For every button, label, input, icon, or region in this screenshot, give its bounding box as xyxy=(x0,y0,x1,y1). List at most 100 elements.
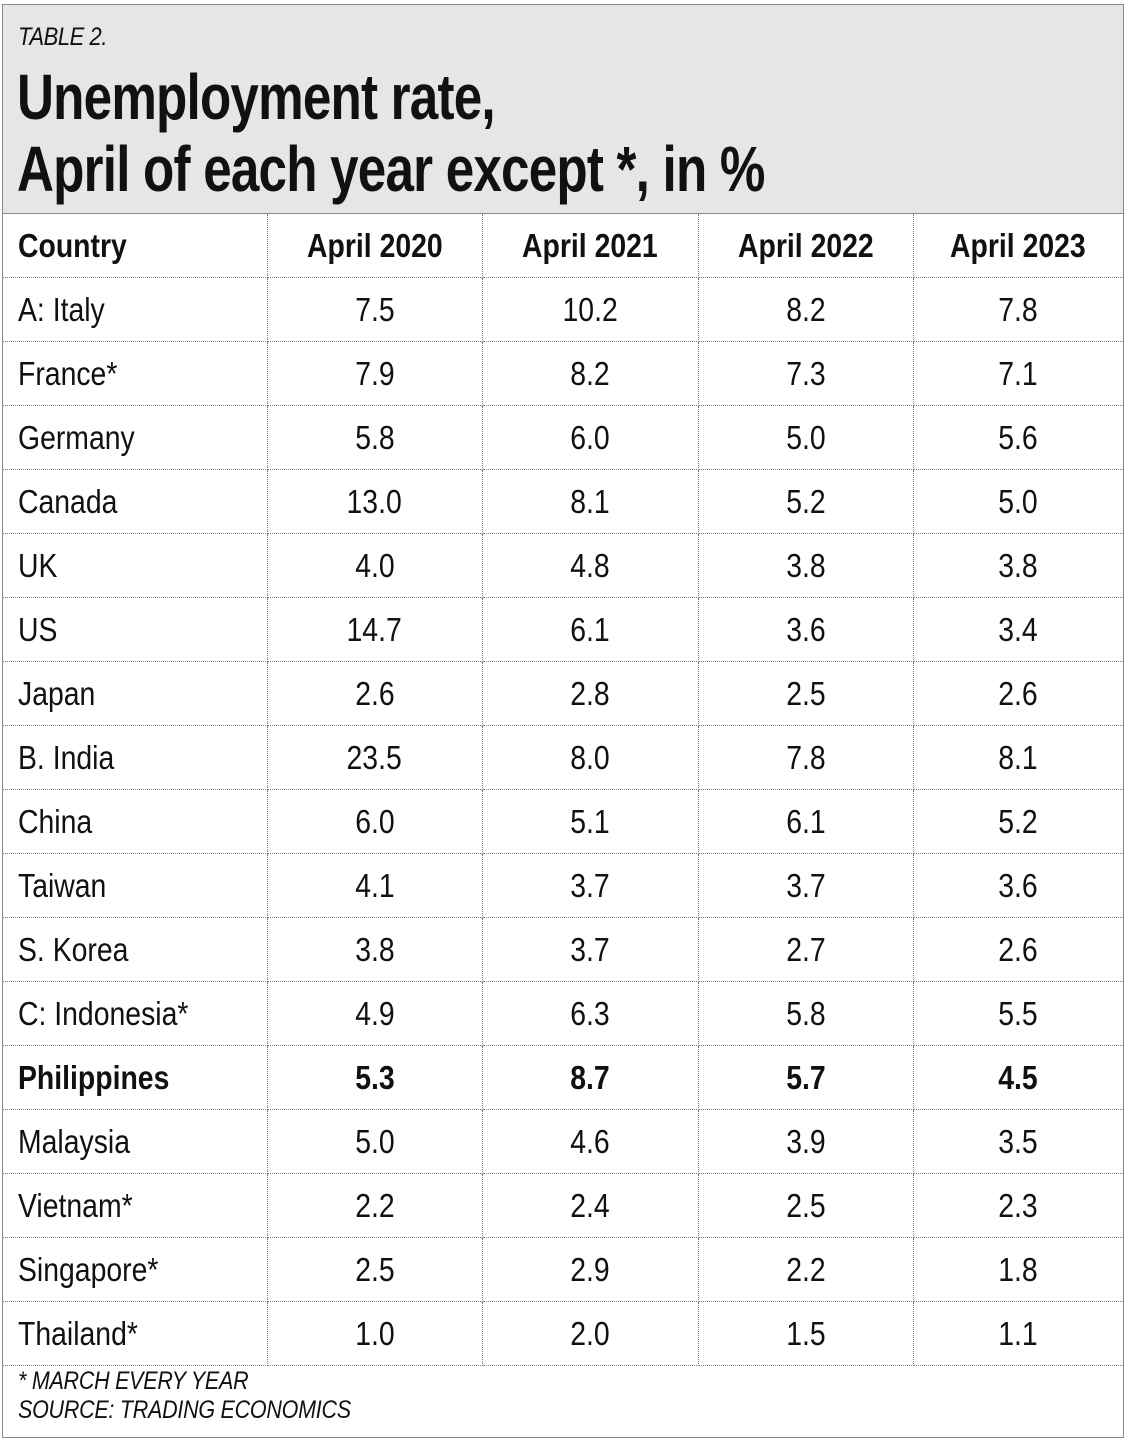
table-row: China 6.0 5.1 6.1 5.2 xyxy=(3,789,1123,854)
table-header: TABLE 2. Unemployment rate, April of eac… xyxy=(3,5,1123,213)
april-2021-cell: 5.1 xyxy=(481,789,699,854)
country-cell: Taiwan xyxy=(3,853,268,918)
column-header-country: Country xyxy=(3,213,268,278)
april-2020-cell: 7.9 xyxy=(266,341,483,406)
april-2022-cell: 2.2 xyxy=(697,1237,914,1302)
april-2023-cell: 8.1 xyxy=(912,725,1123,790)
april-2020-cell: 2.2 xyxy=(266,1173,483,1238)
country-cell: Vietnam* xyxy=(3,1173,268,1238)
country-cell: A: Italy xyxy=(3,277,268,342)
april-2020-cell: 2.6 xyxy=(266,661,483,726)
april-2023-cell: 7.8 xyxy=(912,277,1123,342)
country-cell: Canada xyxy=(3,469,268,534)
april-2021-cell: 2.4 xyxy=(481,1173,699,1238)
column-header-april-2021: April 2021 xyxy=(481,213,699,278)
april-2023-cell: 2.6 xyxy=(912,917,1123,982)
april-2022-cell: 2.7 xyxy=(697,917,914,982)
column-header-april-2020: April 2020 xyxy=(266,213,483,278)
country-cell: US xyxy=(3,597,268,662)
april-2023-cell: 3.5 xyxy=(912,1109,1123,1174)
april-2022-cell: 1.5 xyxy=(697,1301,914,1366)
april-2020-cell: 5.8 xyxy=(266,405,483,470)
april-2021-cell: 4.8 xyxy=(481,533,699,598)
country-cell: B. India xyxy=(3,725,268,790)
april-2023-cell: 5.0 xyxy=(912,469,1123,534)
table-row: Germany 5.8 6.0 5.0 5.6 xyxy=(3,405,1123,470)
country-cell: China xyxy=(3,789,268,854)
country-cell: Philippines xyxy=(3,1045,268,1110)
april-2022-cell: 5.7 xyxy=(697,1045,914,1110)
april-2020-cell: 14.7 xyxy=(266,597,483,662)
country-cell: Thailand* xyxy=(3,1301,268,1366)
table-row: Vietnam* 2.2 2.4 2.5 2.3 xyxy=(3,1173,1123,1238)
column-header-april-2023: April 2023 xyxy=(912,213,1123,278)
table-notes: * MARCH EVERY YEAR SOURCE: TRADING ECONO… xyxy=(18,1367,351,1425)
april-2020-cell: 7.5 xyxy=(266,277,483,342)
april-2021-cell: 8.0 xyxy=(481,725,699,790)
table-number-label: TABLE 2. xyxy=(18,23,108,51)
april-2021-cell: 8.1 xyxy=(481,469,699,534)
april-2020-cell: 3.8 xyxy=(266,917,483,982)
april-2022-cell: 5.8 xyxy=(697,981,914,1046)
table-title: Unemployment rate, April of each year ex… xyxy=(17,61,765,205)
april-2021-cell: 4.6 xyxy=(481,1109,699,1174)
april-2021-cell: 2.9 xyxy=(481,1237,699,1302)
april-2022-cell: 7.8 xyxy=(697,725,914,790)
april-2023-cell: 3.6 xyxy=(912,853,1123,918)
april-2022-cell: 5.2 xyxy=(697,469,914,534)
april-2020-cell: 6.0 xyxy=(266,789,483,854)
table-row: Canada 13.0 8.1 5.2 5.0 xyxy=(3,469,1123,534)
april-2022-cell: 6.1 xyxy=(697,789,914,854)
april-2023-cell: 5.5 xyxy=(912,981,1123,1046)
country-cell: Malaysia xyxy=(3,1109,268,1174)
april-2022-cell: 2.5 xyxy=(697,661,914,726)
april-2022-cell: 3.7 xyxy=(697,853,914,918)
april-2020-cell: 1.0 xyxy=(266,1301,483,1366)
april-2022-cell: 3.9 xyxy=(697,1109,914,1174)
title-line-2: April of each year except *, in % xyxy=(17,133,765,205)
april-2022-cell: 2.5 xyxy=(697,1173,914,1238)
table-row: Malaysia 5.0 4.6 3.9 3.5 xyxy=(3,1109,1123,1174)
table-row: Japan 2.6 2.8 2.5 2.6 xyxy=(3,661,1123,726)
april-2021-cell: 8.2 xyxy=(481,341,699,406)
april-2020-cell: 4.1 xyxy=(266,853,483,918)
table-row: B. India 23.5 8.0 7.8 8.1 xyxy=(3,725,1123,790)
april-2020-cell: 23.5 xyxy=(266,725,483,790)
april-2023-cell: 5.6 xyxy=(912,405,1123,470)
april-2023-cell: 2.3 xyxy=(912,1173,1123,1238)
april-2023-cell: 1.1 xyxy=(912,1301,1123,1366)
april-2021-cell: 2.0 xyxy=(481,1301,699,1366)
april-2021-cell: 3.7 xyxy=(481,917,699,982)
april-2020-cell: 13.0 xyxy=(266,469,483,534)
april-2022-cell: 5.0 xyxy=(697,405,914,470)
april-2020-cell: 2.5 xyxy=(266,1237,483,1302)
country-cell: France* xyxy=(3,341,268,406)
column-header-april-2022: April 2022 xyxy=(697,213,914,278)
footnote: * MARCH EVERY YEAR xyxy=(18,1367,249,1395)
april-2020-cell: 4.0 xyxy=(266,533,483,598)
april-2023-cell: 2.6 xyxy=(912,661,1123,726)
april-2020-cell: 4.9 xyxy=(266,981,483,1046)
april-2022-cell: 3.8 xyxy=(697,533,914,598)
table-row: S. Korea 3.8 3.7 2.7 2.6 xyxy=(3,917,1123,982)
april-2021-cell: 3.7 xyxy=(481,853,699,918)
april-2021-cell: 8.7 xyxy=(481,1045,699,1110)
country-cell: UK xyxy=(3,533,268,598)
table-row: Taiwan 4.1 3.7 3.7 3.6 xyxy=(3,853,1123,918)
april-2022-cell: 3.6 xyxy=(697,597,914,662)
april-2021-cell: 6.3 xyxy=(481,981,699,1046)
table-card: TABLE 2. Unemployment rate, April of eac… xyxy=(2,4,1124,1438)
country-cell: Singapore* xyxy=(3,1237,268,1302)
april-2023-cell: 3.8 xyxy=(912,533,1123,598)
table-row: UK 4.0 4.8 3.8 3.8 xyxy=(3,533,1123,598)
table-row: US 14.7 6.1 3.6 3.4 xyxy=(3,597,1123,662)
title-line-1: Unemployment rate, xyxy=(17,61,496,133)
country-cell: Germany xyxy=(3,405,268,470)
table-row: Singapore* 2.5 2.9 2.2 1.8 xyxy=(3,1237,1123,1302)
april-2023-cell: 7.1 xyxy=(912,341,1123,406)
april-2020-cell: 5.0 xyxy=(266,1109,483,1174)
table-row: Thailand* 1.0 2.0 1.5 1.1 xyxy=(3,1301,1123,1366)
country-cell: Japan xyxy=(3,661,268,726)
country-cell: C: Indonesia* xyxy=(3,981,268,1046)
april-2021-cell: 6.0 xyxy=(481,405,699,470)
